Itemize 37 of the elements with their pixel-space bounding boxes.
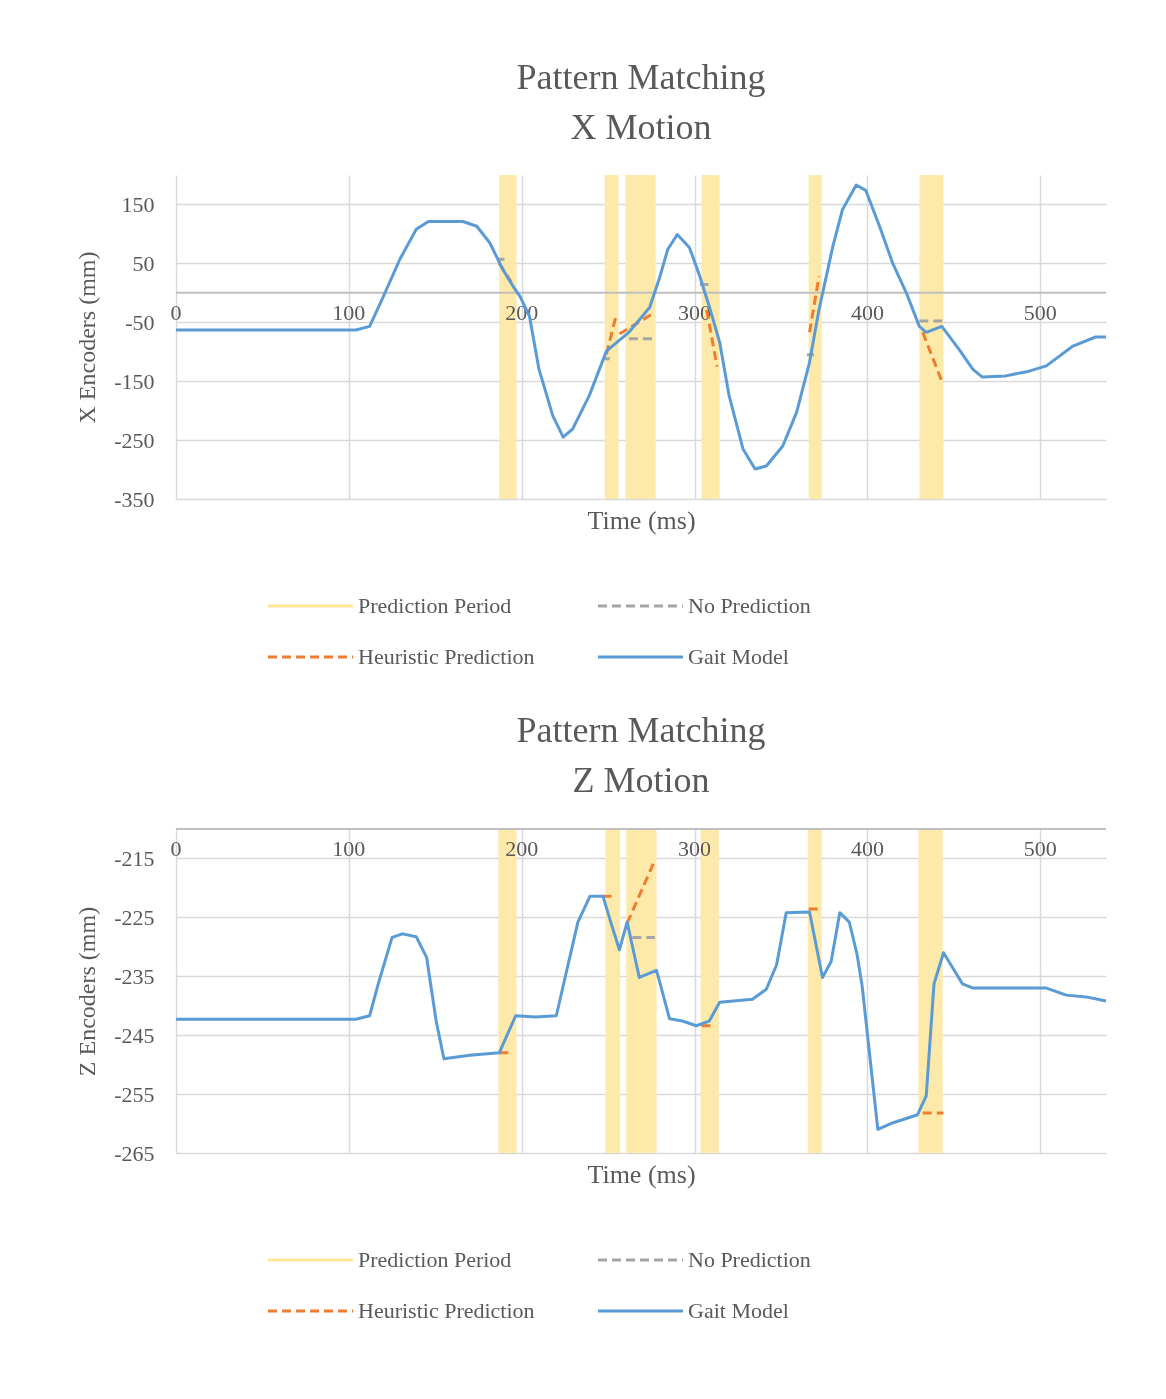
y-tick-label: 50 — [132, 250, 155, 276]
x-tick-label: 200 — [505, 836, 539, 861]
x-tick-label: 400 — [850, 836, 884, 861]
y-tick-label: -215 — [114, 845, 155, 871]
x-tick-label: 500 — [1023, 836, 1057, 861]
legend-label: Prediction Period — [358, 593, 512, 618]
x-tick-label: 300 — [678, 836, 712, 861]
x-tick-label: 100 — [332, 836, 366, 861]
y-tick-label: -225 — [114, 904, 155, 930]
legend-label: No Prediction — [688, 593, 811, 618]
y-tick-label: -250 — [114, 427, 155, 453]
y-tick-label: -255 — [114, 1081, 155, 1107]
y-axis-title: Z Encoders (mm) — [74, 906, 101, 1077]
legend-label: Heuristic Prediction — [358, 644, 535, 669]
line-series — [174, 894, 1108, 1131]
x-tick-label: 500 — [1023, 299, 1057, 325]
y-tick-label: -150 — [114, 368, 155, 394]
chart-title: Pattern Matching X Motion — [516, 57, 766, 147]
y-tick-label: -245 — [114, 1022, 155, 1048]
chart-title: Pattern Matching Z Motion — [516, 710, 766, 800]
y-tick-label: -350 — [114, 486, 155, 512]
x-axis-title: Time (ms) — [587, 1159, 696, 1189]
x-tick-label: 0 — [170, 836, 182, 861]
x-tick-label: 400 — [850, 299, 884, 325]
y-tick-label: -50 — [125, 309, 155, 335]
x-axis-title: Time (ms) — [587, 505, 696, 535]
legend-label: Prediction Period — [358, 1247, 512, 1272]
legend-label: No Prediction — [688, 1247, 811, 1272]
legend-label: Gait Model — [688, 1298, 789, 1323]
legend-label: Gait Model — [688, 644, 789, 669]
x-tick-label: 0 — [170, 299, 182, 325]
x-tick-label: 100 — [332, 299, 366, 325]
y-tick-label: -265 — [114, 1140, 155, 1166]
y-axis-title: X Encoders (mm) — [74, 251, 101, 424]
legend-label: Heuristic Prediction — [358, 1298, 535, 1323]
y-tick-label: -235 — [114, 963, 155, 989]
y-tick-label: 150 — [121, 191, 155, 217]
